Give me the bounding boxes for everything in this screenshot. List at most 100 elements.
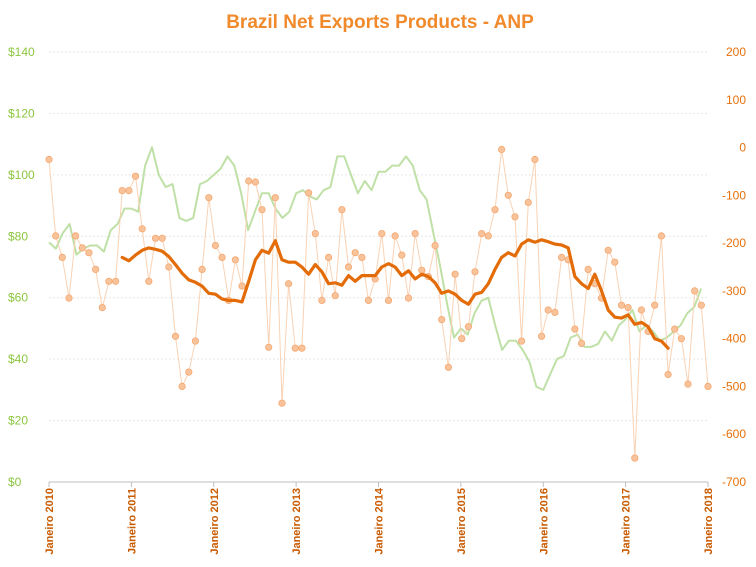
net-exports-point: [358, 253, 366, 261]
net-exports-point: [637, 306, 646, 314]
net-exports-point: [471, 268, 479, 276]
right-tick-label: -600: [722, 427, 746, 441]
net-exports-point: [78, 244, 86, 252]
net-exports-point: [438, 315, 446, 324]
right-tick-label: -700: [722, 475, 746, 489]
net-exports-point: [431, 241, 439, 250]
net-exports-point: [298, 344, 306, 352]
net-exports-point: [537, 332, 546, 340]
left-tick-label: $40: [8, 352, 28, 366]
net-exports-point: [65, 294, 73, 302]
net-exports-point: [624, 303, 632, 312]
net-exports-point: [511, 213, 519, 221]
net-exports-point: [464, 323, 472, 331]
net-exports-point: [72, 232, 80, 240]
net-exports-point: [524, 198, 532, 207]
net-exports-point: [238, 282, 246, 290]
net-exports-point: [245, 177, 253, 185]
net-exports-point: [278, 399, 286, 407]
x-tick-label: Janeiro 2018: [703, 488, 715, 555]
net-exports-point: [52, 232, 60, 240]
right-tick-label: -200: [722, 236, 746, 250]
net-exports-point: [584, 265, 592, 273]
left-tick-label: $140: [8, 45, 35, 59]
net-exports-point: [331, 292, 339, 300]
net-exports-point: [178, 382, 186, 390]
net-exports-point: [651, 301, 659, 309]
right-tick-label: -100: [722, 188, 746, 202]
net-exports-point: [384, 296, 393, 304]
net-exports-point: [557, 253, 566, 261]
net-exports-point: [411, 230, 419, 238]
net-exports-point: [198, 265, 206, 273]
right-tick-label: -300: [722, 284, 746, 298]
x-axis: Janeiro 2010 Janeiro 2011 Janeiro 2012 Jane…: [44, 481, 715, 555]
x-tick-label: Janeiro 2015: [456, 488, 468, 555]
net-exports-point: [231, 256, 239, 264]
net-exports-point: [451, 270, 459, 278]
net-exports-point: [517, 337, 526, 345]
x-tick-label: Janeiro 2017: [621, 488, 633, 555]
series-moving-average: [120, 238, 670, 350]
left-axis: $0 $20 $40 $60 $80 $100 $120 $140: [8, 45, 35, 489]
net-exports-point: [138, 225, 146, 233]
net-exports-point: [364, 296, 373, 304]
net-exports-point: [611, 258, 619, 266]
net-exports-point: [131, 172, 140, 180]
net-exports-point: [677, 335, 686, 343]
net-exports-point: [112, 277, 120, 285]
x-tick-label: Janeiro 2012: [209, 488, 221, 555]
x-tick-label: Janeiro 2014: [374, 487, 386, 555]
right-tick-label: -500: [722, 379, 746, 393]
right-tick-label: 100: [726, 93, 746, 107]
net-exports-point: [205, 194, 213, 202]
series-net-exports: [45, 145, 712, 462]
net-exports-point: [657, 232, 666, 240]
net-exports-point: [704, 382, 712, 390]
net-exports-point: [404, 294, 413, 302]
right-tick-label: -400: [722, 332, 746, 346]
net-exports-point: [191, 337, 199, 345]
x-tick-label: Janeiro 2010: [44, 488, 56, 555]
left-tick-label: $60: [8, 291, 28, 305]
net-exports-point: [631, 454, 639, 462]
left-tick-label: $20: [8, 414, 28, 428]
net-exports-point: [378, 230, 386, 238]
net-exports-point: [398, 251, 406, 259]
net-exports-point: [151, 234, 160, 242]
right-axis: -700 -600 -500 -400 -300 -200 -100 0 100 200: [722, 45, 746, 489]
net-exports-point: [125, 187, 133, 195]
net-exports-point: [58, 253, 66, 261]
left-tick-label: $100: [8, 168, 35, 182]
x-tick-label: Janeiro 2011: [126, 488, 138, 554]
net-exports-point: [92, 265, 100, 273]
series-oil-price: [48, 146, 703, 391]
x-tick-label: Janeiro 2016: [538, 488, 550, 555]
right-tick-label: 0: [739, 141, 746, 155]
net-exports-point: [98, 303, 106, 312]
net-exports-point: [318, 296, 326, 304]
net-exports-point: [304, 189, 313, 197]
net-exports-point: [118, 187, 126, 195]
left-tick-label: $120: [8, 106, 35, 120]
net-exports-point: [391, 232, 399, 240]
chart-title: Brazil Net Exports Products - ANP: [226, 12, 534, 33]
net-exports-point: [684, 380, 692, 388]
grid: [49, 51, 708, 483]
net-exports-point: [531, 155, 539, 164]
net-exports-point: [691, 287, 699, 295]
net-exports-point: [165, 263, 173, 271]
net-exports-point: [324, 253, 333, 261]
net-exports-point: [344, 263, 353, 271]
net-exports-point: [271, 194, 279, 202]
net-exports-point: [45, 155, 53, 164]
net-exports-point: [458, 335, 466, 343]
net-exports-point: [671, 325, 679, 333]
net-exports-point: [171, 332, 180, 340]
net-exports-point: [251, 178, 259, 186]
moving-average-line: [120, 238, 670, 350]
net-exports-point: [284, 280, 293, 288]
net-exports-point: [338, 206, 346, 214]
